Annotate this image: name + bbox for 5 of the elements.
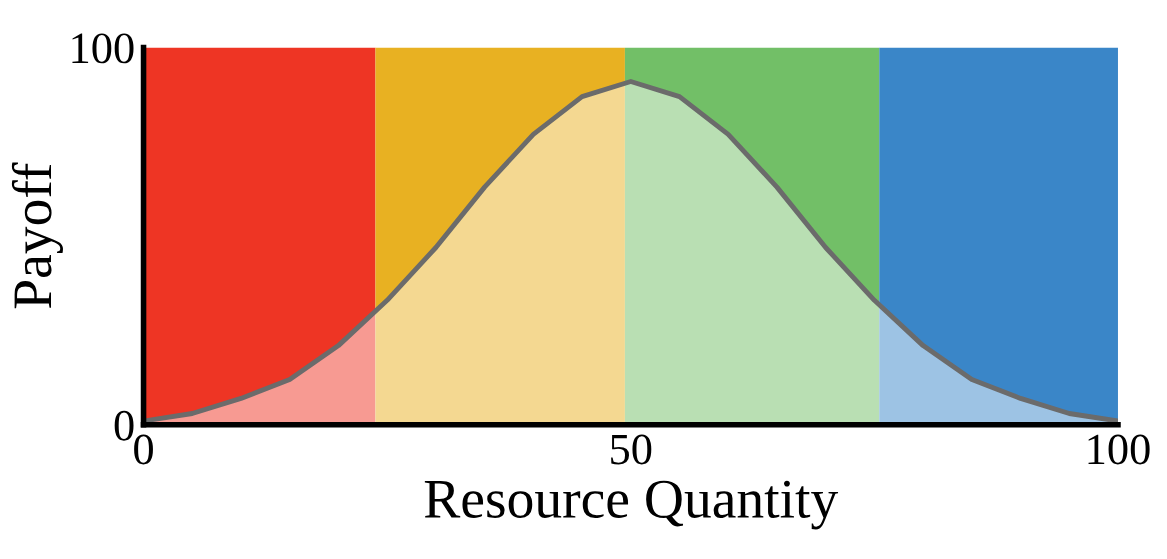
x-tick-label: 100 xyxy=(1088,434,1150,465)
x-tick-label: 0 xyxy=(134,434,153,465)
x-axis-title: Resource Quantity xyxy=(424,480,839,530)
y-axis-title: Payoff xyxy=(11,162,63,309)
x-tick-label: 50 xyxy=(611,434,652,465)
